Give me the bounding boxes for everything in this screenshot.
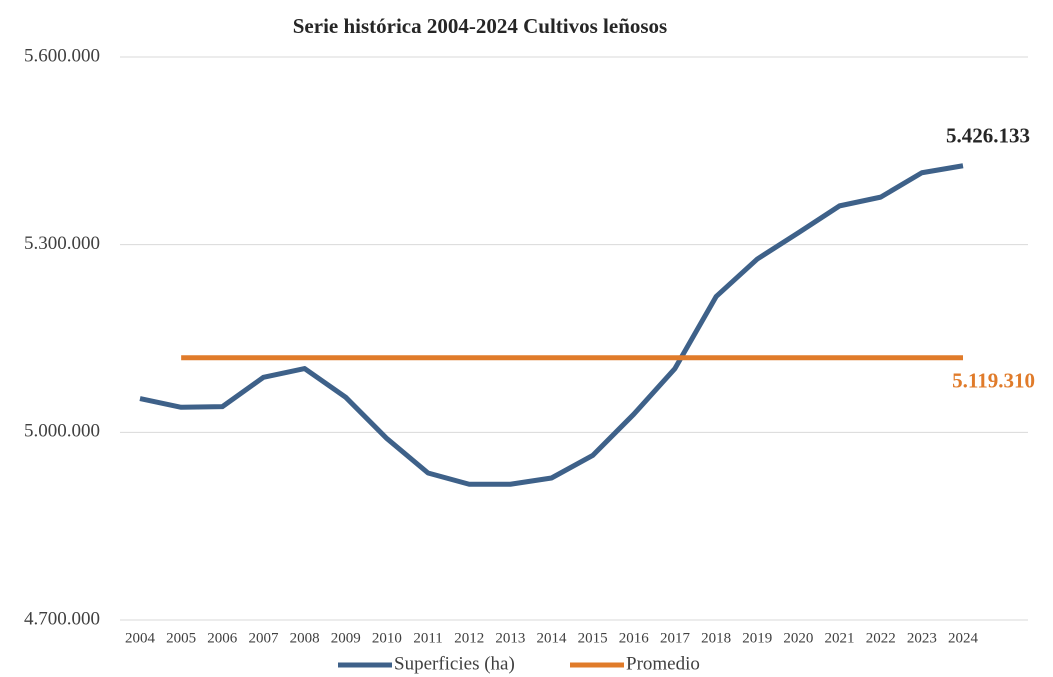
x-tick-label: 2018 — [701, 630, 731, 646]
data-label: 5.119.310 — [952, 369, 1035, 393]
y-tick-label: 4.700.000 — [24, 608, 100, 629]
x-tick-label: 2006 — [207, 630, 238, 646]
x-tick-label: 2012 — [454, 630, 484, 646]
y-tick-label: 5.000.000 — [24, 421, 100, 442]
x-tick-label: 2011 — [413, 630, 442, 646]
x-tick-label: 2024 — [948, 630, 979, 646]
x-tick-label: 2022 — [866, 630, 896, 646]
x-tick-label: 2019 — [742, 630, 772, 646]
data-label: 5.426.133 — [946, 124, 1030, 148]
x-tick-label: 2007 — [248, 630, 279, 646]
series-line — [139, 163, 964, 487]
x-tick-label: 2004 — [125, 630, 156, 646]
y-tick-label: 5.600.000 — [24, 45, 100, 66]
x-tick-label: 2009 — [331, 630, 361, 646]
y-tick-label: 5.300.000 — [24, 233, 100, 254]
chart-title: Serie histórica 2004-2024 Cultivos leños… — [293, 14, 667, 38]
x-tick-label: 2021 — [825, 630, 855, 646]
legend-label: Promedio — [626, 653, 700, 674]
x-tick-label: 2023 — [907, 630, 937, 646]
x-tick-label: 2017 — [660, 630, 691, 646]
legend-label: Superficies (ha) — [394, 653, 515, 674]
x-tick-label: 2010 — [372, 630, 402, 646]
x-tick-label: 2008 — [290, 630, 320, 646]
x-tick-label: 2005 — [166, 630, 196, 646]
x-tick-label: 2014 — [537, 630, 568, 646]
x-tick-label: 2016 — [619, 630, 650, 646]
x-tick-label: 2020 — [783, 630, 813, 646]
x-tick-label: 2015 — [578, 630, 608, 646]
x-tick-label: 2013 — [495, 630, 525, 646]
